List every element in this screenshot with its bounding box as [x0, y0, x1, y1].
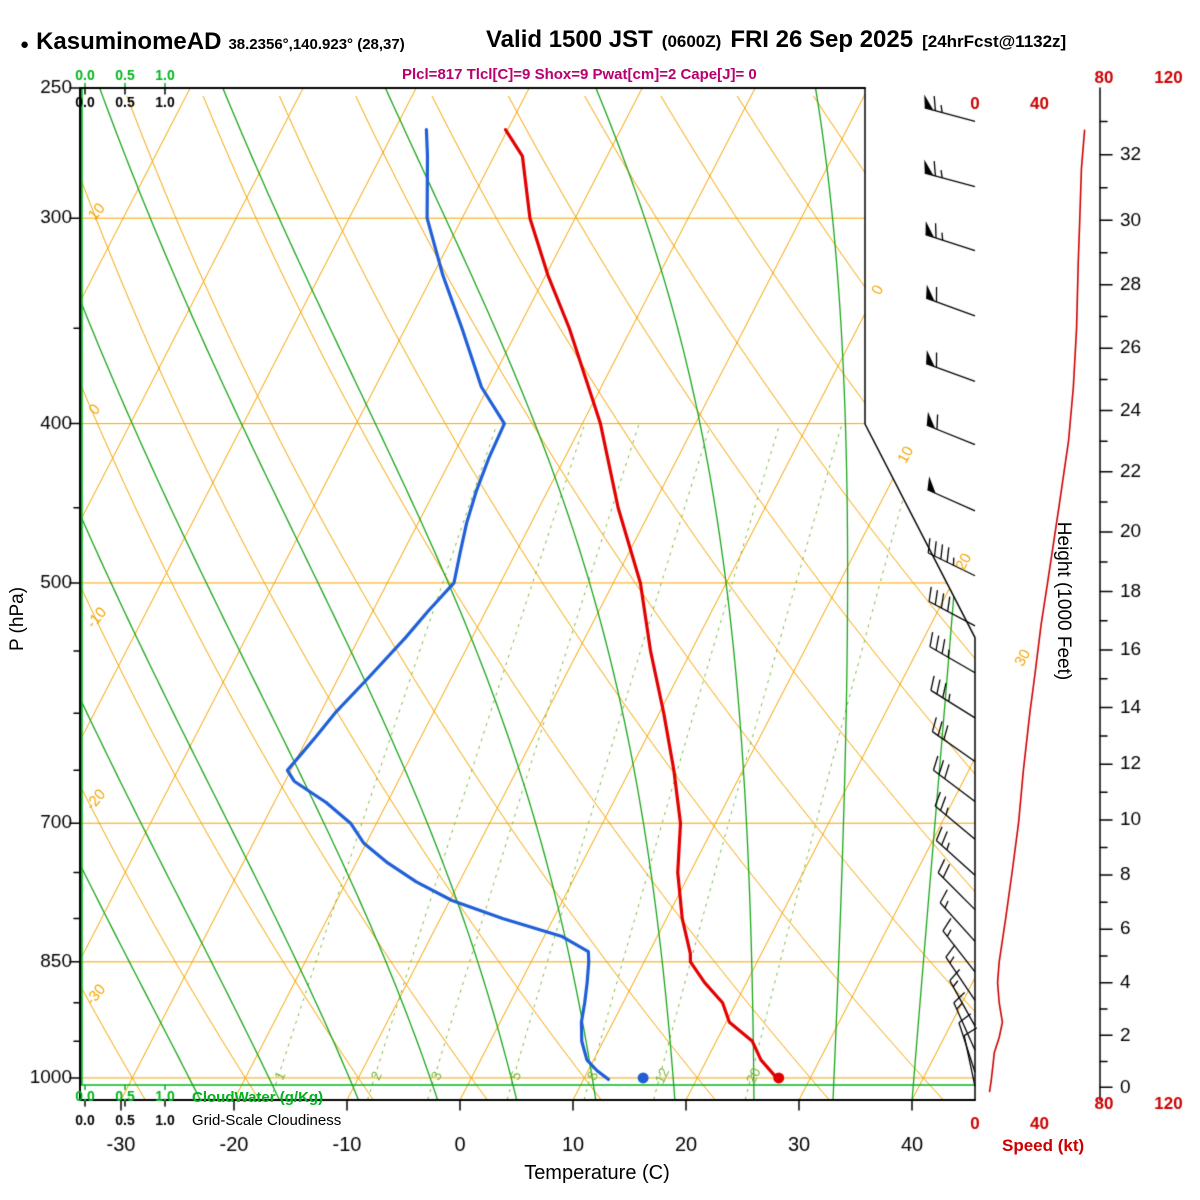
station-coordinates: 38.2356°,140.923° (28,37): [228, 36, 405, 53]
valid-date: FRI 26 Sep 2025: [730, 26, 914, 53]
valid-time: Valid 1500 JST: [486, 26, 653, 53]
station-header: ● KasuminomeAD 38.2356°,140.923° (28,37): [20, 28, 405, 56]
station-name: KasuminomeAD: [36, 28, 222, 55]
height-axis-title: Height (1000 Feet): [1053, 521, 1074, 681]
forecast-tag: [24hrFcst@1132z]: [922, 32, 1067, 51]
speed-axis-title: Speed (kt): [1002, 1136, 1085, 1155]
pressure-axis-title: P (hPa): [7, 586, 28, 652]
cloudiness-axis-title: Grid-Scale Cloudiness: [192, 1112, 342, 1129]
station-bullet-icon: ●: [20, 36, 30, 53]
valid-time-header: Valid 1500 JST (0600Z) FRI 26 Sep 2025 […: [486, 26, 1066, 54]
stability-indices: Plcl=817 Tlcl[C]=9 Shox=9 Pwat[cm]=2 Cap…: [402, 66, 757, 83]
temperature-axis-title: Temperature (C): [524, 1162, 670, 1184]
cloudwater-axis-title: CloudWater (g/Kg): [192, 1089, 324, 1106]
valid-zulu-time: (0600Z): [661, 32, 722, 51]
